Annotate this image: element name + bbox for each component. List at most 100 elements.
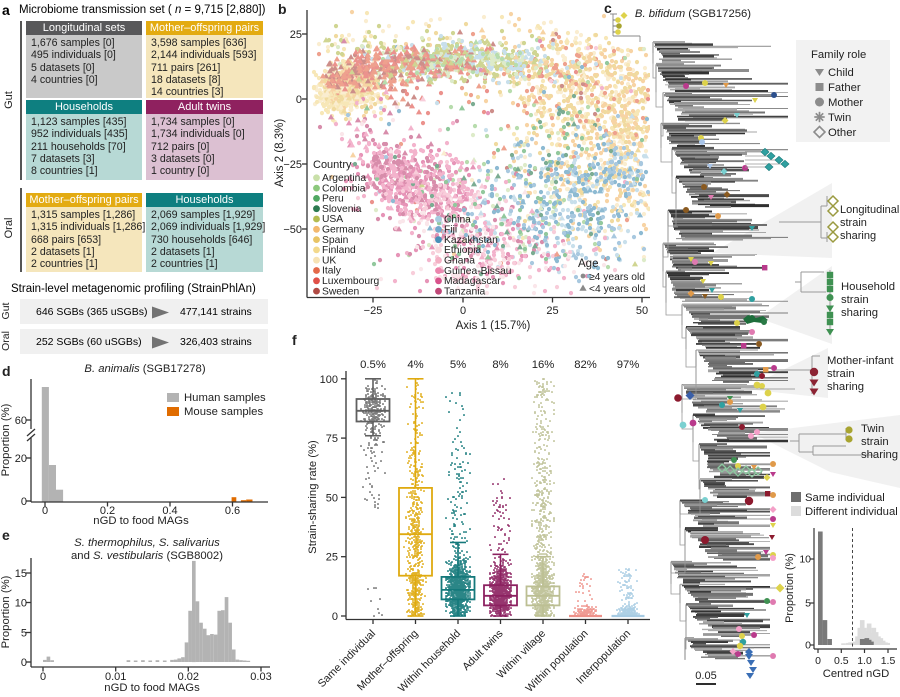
- svg-text:Italy: Italy: [322, 266, 342, 277]
- svg-text:10: 10: [15, 598, 27, 610]
- svg-text:25: 25: [290, 29, 302, 41]
- svg-text:Fiji: Fiji: [444, 225, 457, 236]
- svg-text:Axis 2 (8.3%): Axis 2 (8.3%): [274, 119, 286, 188]
- svg-text:f: f: [292, 332, 297, 348]
- svg-text:1.0: 1.0: [857, 655, 872, 667]
- svg-text:0.5%: 0.5%: [360, 359, 386, 371]
- svg-text:5%: 5%: [450, 359, 466, 371]
- svg-text:Germany: Germany: [322, 225, 365, 236]
- svg-text:4%: 4%: [407, 359, 423, 371]
- svg-text:Finland: Finland: [322, 245, 356, 256]
- svg-text:Mother: Mother: [828, 97, 863, 109]
- svg-text:Tanzania: Tanzania: [444, 286, 485, 297]
- svg-text:USA: USA: [322, 214, 343, 225]
- svg-text:0.03: 0.03: [250, 671, 271, 683]
- svg-text:25: 25: [326, 552, 338, 564]
- svg-text:50: 50: [326, 492, 338, 504]
- svg-text:Father: Father: [828, 82, 861, 94]
- svg-text:0: 0: [460, 305, 466, 317]
- svg-text:20: 20: [15, 453, 27, 465]
- svg-text:<4 years old: <4 years old: [589, 284, 646, 295]
- svg-text:Centred nGD: Centred nGD: [823, 668, 890, 680]
- svg-text:B. bifidum (SGB17256): B. bifidum (SGB17256): [635, 8, 751, 20]
- svg-text:0: 0: [805, 640, 811, 652]
- svg-text:16%: 16%: [532, 359, 555, 371]
- svg-text:−50: −50: [283, 224, 302, 236]
- svg-text:Axis 1 (15.7%): Axis 1 (15.7%): [456, 320, 531, 332]
- svg-text:Proportion (%): Proportion (%): [784, 553, 796, 623]
- svg-text:−25: −25: [283, 159, 302, 171]
- svg-text:Age: Age: [578, 258, 598, 270]
- svg-text:Kazakhstan: Kazakhstan: [444, 235, 498, 246]
- svg-text:e: e: [2, 527, 10, 543]
- svg-text:0.01: 0.01: [105, 671, 126, 683]
- svg-text:−25: −25: [364, 305, 383, 317]
- svg-text:Adult twins: Adult twins: [460, 627, 506, 673]
- svg-text:Ethiopia: Ethiopia: [444, 245, 481, 256]
- svg-text:Same individual: Same individual: [805, 492, 885, 504]
- svg-text:25: 25: [546, 305, 558, 317]
- svg-text:0: 0: [296, 94, 302, 106]
- svg-text:82%: 82%: [574, 359, 597, 371]
- svg-text:c: c: [604, 0, 612, 16]
- svg-text:strain: strain: [840, 217, 867, 229]
- svg-text:Strain-sharing rate (%): Strain-sharing rate (%): [307, 440, 319, 554]
- svg-text:0: 0: [815, 655, 821, 667]
- svg-text:sharing: sharing: [861, 449, 898, 461]
- svg-text:5: 5: [21, 628, 27, 640]
- svg-text:10: 10: [799, 554, 811, 566]
- svg-text:0.02: 0.02: [178, 671, 199, 683]
- svg-text:Guinea-Bissau: Guinea-Bissau: [444, 266, 512, 277]
- svg-text:1.5: 1.5: [881, 655, 896, 667]
- svg-text:sharing: sharing: [840, 230, 876, 242]
- svg-text:Country: Country: [313, 159, 352, 171]
- svg-text:B. animalis (SGB17278): B. animalis (SGB17278): [84, 363, 205, 375]
- svg-text:strain: strain: [827, 368, 855, 380]
- svg-text:0.05: 0.05: [695, 670, 716, 682]
- svg-text:Peru: Peru: [322, 194, 344, 205]
- svg-text:strain: strain: [861, 436, 889, 448]
- svg-text:nGD to food MAGs: nGD to food MAGs: [93, 515, 189, 527]
- svg-text:97%: 97%: [617, 359, 640, 371]
- svg-text:Mouse samples: Mouse samples: [184, 406, 263, 418]
- svg-text:50: 50: [636, 305, 648, 317]
- svg-text:b: b: [278, 1, 287, 17]
- svg-text:Household: Household: [841, 281, 895, 293]
- svg-text:0: 0: [21, 496, 27, 508]
- svg-text:15: 15: [15, 568, 27, 580]
- svg-text:0.2: 0.2: [100, 505, 115, 517]
- svg-text:Twin: Twin: [828, 112, 851, 124]
- svg-text:Other: Other: [828, 127, 856, 139]
- svg-text:0: 0: [21, 657, 27, 669]
- svg-text:0: 0: [332, 611, 338, 623]
- svg-text:Family role: Family role: [811, 49, 866, 61]
- svg-text:8%: 8%: [492, 359, 508, 371]
- svg-text:Mother-infant: Mother-infant: [827, 355, 894, 367]
- svg-text:100: 100: [320, 374, 338, 386]
- svg-text:sharing: sharing: [827, 381, 864, 393]
- svg-text:Spain: Spain: [322, 235, 349, 246]
- svg-text:Luxembourg: Luxembourg: [322, 276, 380, 287]
- svg-text:0: 0: [40, 671, 46, 683]
- svg-text:Colombia: Colombia: [322, 183, 366, 194]
- svg-text:0.4: 0.4: [162, 505, 177, 517]
- svg-text:0.5: 0.5: [834, 655, 849, 667]
- svg-text:sharing: sharing: [841, 307, 878, 319]
- svg-text:S. thermophilus, S. salivarius: S. thermophilus, S. salivarius: [74, 537, 220, 549]
- svg-text:Argentina: Argentina: [322, 173, 366, 184]
- svg-text:5: 5: [805, 598, 811, 610]
- svg-text:Ghana: Ghana: [444, 256, 475, 267]
- svg-text:60: 60: [15, 415, 27, 427]
- svg-text:nGD to food MAGs: nGD to food MAGs: [104, 682, 200, 694]
- svg-text:d: d: [2, 363, 11, 379]
- svg-text:and S. vestibularis (SGB8002): and S. vestibularis (SGB8002): [71, 550, 223, 562]
- svg-text:Different individual: Different individual: [805, 506, 898, 518]
- svg-text:Human samples: Human samples: [184, 392, 266, 404]
- svg-text:China: China: [444, 214, 471, 225]
- svg-text:Longitudinal: Longitudinal: [840, 204, 899, 216]
- svg-text:Child: Child: [828, 67, 854, 79]
- svg-text:strain: strain: [841, 294, 869, 306]
- svg-text:0.6: 0.6: [225, 505, 240, 517]
- svg-text:Proportion (%): Proportion (%): [0, 575, 12, 648]
- svg-text:Twin: Twin: [861, 423, 884, 435]
